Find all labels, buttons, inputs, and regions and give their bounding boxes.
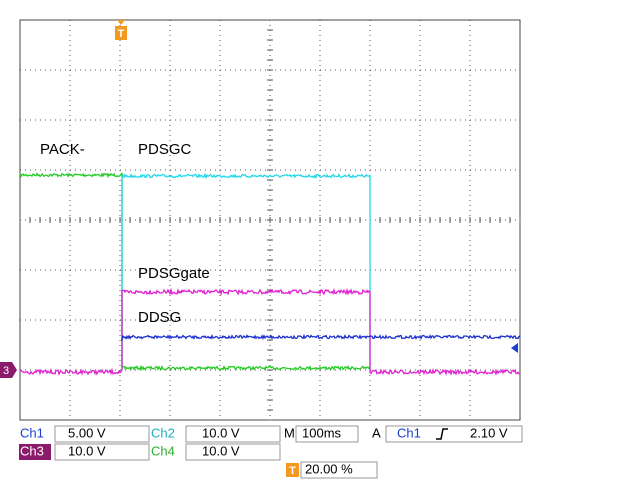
ch3-scale: 10.0 V xyxy=(68,443,106,458)
ch1-scale: 5.00 V xyxy=(68,425,106,440)
value-box xyxy=(185,425,281,443)
value-box xyxy=(185,443,281,461)
value-box xyxy=(295,425,359,443)
value-box xyxy=(54,425,150,443)
position-value: 20.00 % xyxy=(305,461,353,476)
trace-label: PDSGC xyxy=(138,141,192,158)
ch4-scale: 10.0 V xyxy=(202,443,240,458)
ch3-label-bg xyxy=(19,444,51,460)
trigger-level: 2.10 V xyxy=(470,425,508,440)
waveform xyxy=(19,172,370,372)
value-box xyxy=(54,443,150,461)
trigger-position-marker: T xyxy=(115,20,127,40)
waveform xyxy=(121,333,521,341)
channel-marker-text: 3 xyxy=(3,365,9,377)
timebase-label: M xyxy=(284,425,295,440)
ch2-label: Ch2 xyxy=(151,425,175,440)
channel-marker: 3 xyxy=(0,362,17,378)
traces xyxy=(19,172,521,376)
ch1-label: Ch1 xyxy=(20,425,44,440)
edge-icon xyxy=(436,428,448,440)
position-marker: T xyxy=(289,465,296,477)
trigger-mode: A xyxy=(372,425,381,440)
trace-label: PACK- xyxy=(40,141,85,158)
trigger-source: Ch1 xyxy=(397,425,421,440)
timebase-value: 100ms xyxy=(302,425,342,440)
value-box xyxy=(300,461,378,479)
graticule xyxy=(19,19,521,421)
value-box xyxy=(385,425,523,443)
waveform xyxy=(121,172,371,370)
position-marker-bg xyxy=(286,463,299,477)
trace-label: DDSG xyxy=(138,309,181,326)
ch2-scale: 10.0 V xyxy=(202,425,240,440)
waveform xyxy=(19,287,521,376)
trigger-marker-text: T xyxy=(118,28,125,40)
trigger-level-arrow xyxy=(511,343,518,353)
trace-label: PDSGgate xyxy=(138,265,210,282)
ch3-label: Ch3 xyxy=(20,443,44,458)
ch4-label: Ch4 xyxy=(151,443,175,458)
